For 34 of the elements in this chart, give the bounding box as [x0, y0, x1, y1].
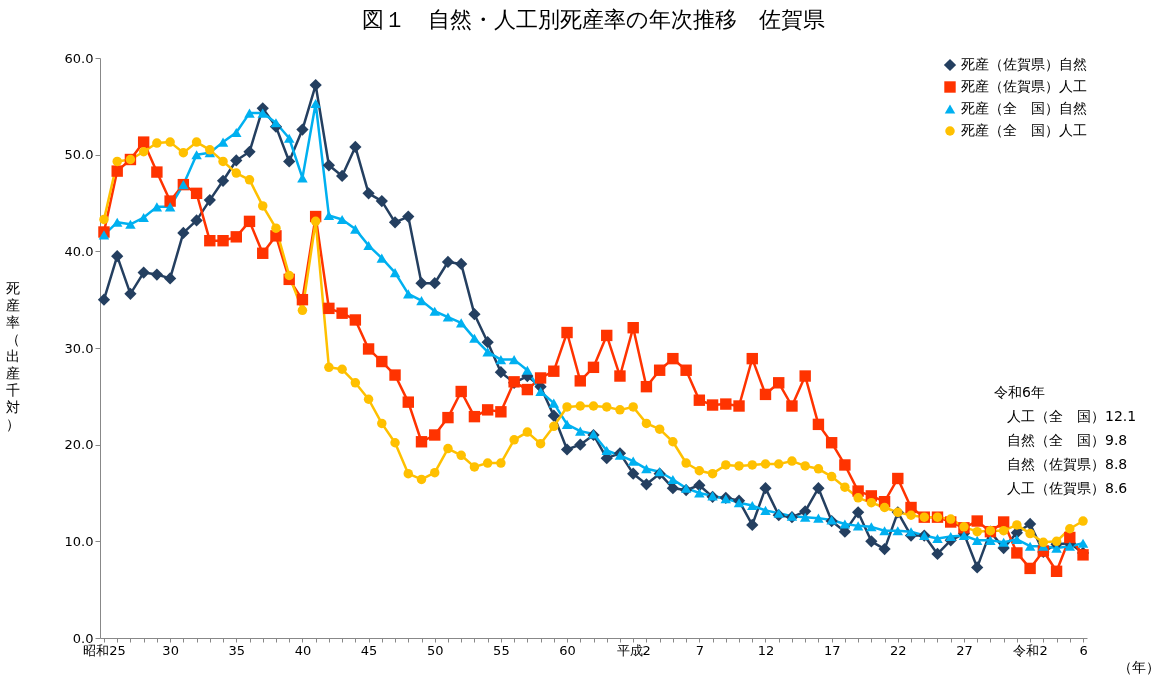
x-tick-label: 35	[228, 642, 246, 658]
x-axis-title: （年）	[1117, 658, 1160, 675]
annotation: 人工（佐賀県）8.6	[1007, 480, 1128, 496]
x-tick-label: 22	[890, 642, 907, 658]
y-tick-label: 10.0	[64, 533, 94, 549]
x-tick-label: 60	[559, 642, 576, 658]
y-tick-label: 20.0	[64, 437, 94, 453]
legend-label: 死産（佐賀県）自然	[961, 56, 1087, 72]
text: 死産率（出産千対）	[5, 279, 20, 432]
x-tick-label: 7	[695, 642, 704, 658]
x-tick-label: 30	[162, 642, 179, 658]
annotation: 人工（全 国）12.1	[1007, 408, 1137, 424]
x-tick-label: 27	[956, 642, 973, 658]
x-tick-label: 17	[823, 642, 841, 658]
x-tick-label: 昭和25	[83, 642, 126, 658]
y-tick-label: 50.0	[64, 147, 94, 163]
x-tick-label: 12	[757, 642, 775, 658]
x-tick-label: 平成2	[616, 642, 651, 658]
chart-title: 図１ 自然・人工別死産率の年次推移 佐賀県	[362, 7, 825, 32]
x-tick-label: 令和2	[1013, 642, 1048, 658]
y-tick-label: 30.0	[64, 340, 94, 356]
x-tick-label: 40	[294, 642, 312, 658]
x-tick-label: 6	[1079, 642, 1088, 658]
x-tick-label: 55	[493, 642, 510, 658]
x-tick-label: 50	[426, 642, 444, 658]
annotation: 自然（全 国）9.8	[1007, 432, 1128, 448]
annotation: 令和6年	[994, 384, 1045, 400]
annotation: 自然（佐賀県）8.8	[1007, 456, 1128, 472]
legend-label: 死産（佐賀県）人工	[961, 78, 1087, 94]
y-tick-label: 60.0	[64, 50, 94, 66]
legend-label: 死産（全 国）人工	[961, 122, 1087, 138]
legend-label: 死産（全 国）自然	[961, 100, 1087, 116]
x-tick-label: 45	[360, 642, 378, 658]
y-tick-label: 40.0	[64, 243, 94, 259]
